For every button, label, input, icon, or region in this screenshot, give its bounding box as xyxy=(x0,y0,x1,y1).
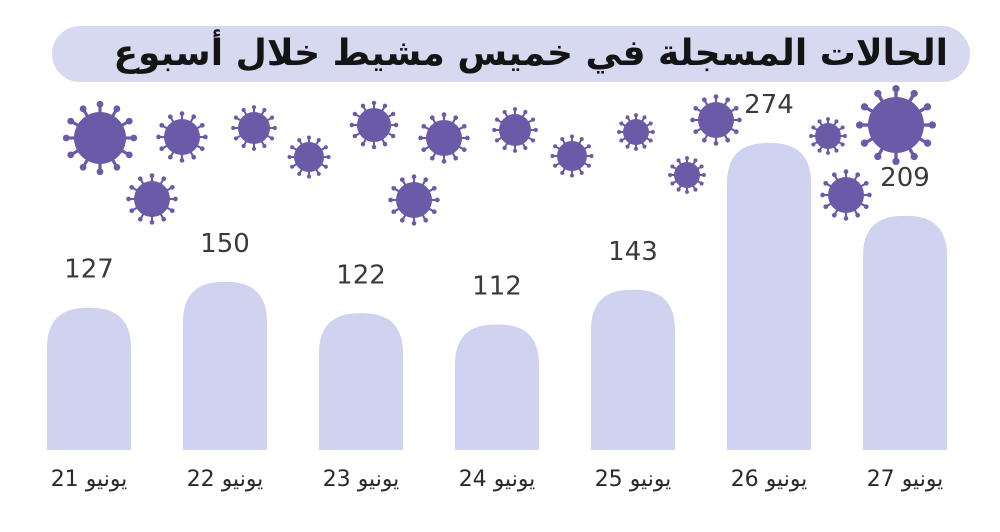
chart-title: الحالات المسجلة في خميس مشيط خلال أسبوع xyxy=(113,33,948,74)
value-label-3: 122 xyxy=(336,260,386,290)
value-label-5: 143 xyxy=(608,237,658,267)
virus-icon xyxy=(418,112,470,164)
bar-4 xyxy=(455,324,539,450)
virus-icon xyxy=(231,105,277,151)
value-labels-group: 127 150 122 112 143 274 209 xyxy=(64,90,930,302)
virus-icon xyxy=(668,156,706,194)
virus-icon xyxy=(617,113,655,151)
value-label-7: 209 xyxy=(880,163,930,193)
virus-icon xyxy=(62,100,138,176)
virus-icon xyxy=(855,84,937,166)
virus-icon xyxy=(820,169,872,221)
category-label-5: 25 يونيو xyxy=(595,467,672,492)
bar-3 xyxy=(319,313,403,450)
category-label-4: 24 يونيو xyxy=(459,467,536,492)
virus-icon xyxy=(287,135,331,179)
bar-2 xyxy=(183,281,267,450)
virus-icon xyxy=(492,107,538,153)
virus-decorations xyxy=(62,84,937,226)
bar-7 xyxy=(863,215,947,450)
title-bar: الحالات المسجلة في خميس مشيط خلال أسبوع xyxy=(52,26,970,82)
category-label-2: 22 يونيو xyxy=(187,467,264,492)
value-label-4: 112 xyxy=(472,272,522,302)
category-label-6: 26 يونيو xyxy=(731,467,808,492)
bar-6 xyxy=(727,143,811,450)
value-label-2: 150 xyxy=(200,229,250,259)
virus-icon xyxy=(550,134,594,178)
virus-icon xyxy=(156,111,208,163)
bar-1 xyxy=(47,307,131,450)
category-label-7: 27 يونيو xyxy=(867,467,944,492)
virus-icon xyxy=(388,174,440,226)
bar-5 xyxy=(591,289,675,450)
virus-icon xyxy=(809,117,847,155)
virus-icon xyxy=(349,100,399,150)
value-label-1: 127 xyxy=(64,255,114,285)
category-labels-group: 21 يونيو 22 يونيو 23 يونيو 24 يونيو 25 يونيو… xyxy=(51,467,944,492)
category-label-1: 21 يونيو xyxy=(51,467,128,492)
bars-group xyxy=(47,143,947,450)
virus-icon xyxy=(690,94,742,146)
value-label-6: 274 xyxy=(744,90,794,120)
category-label-3: 23 يونيو xyxy=(323,467,400,492)
virus-icon xyxy=(126,173,178,225)
